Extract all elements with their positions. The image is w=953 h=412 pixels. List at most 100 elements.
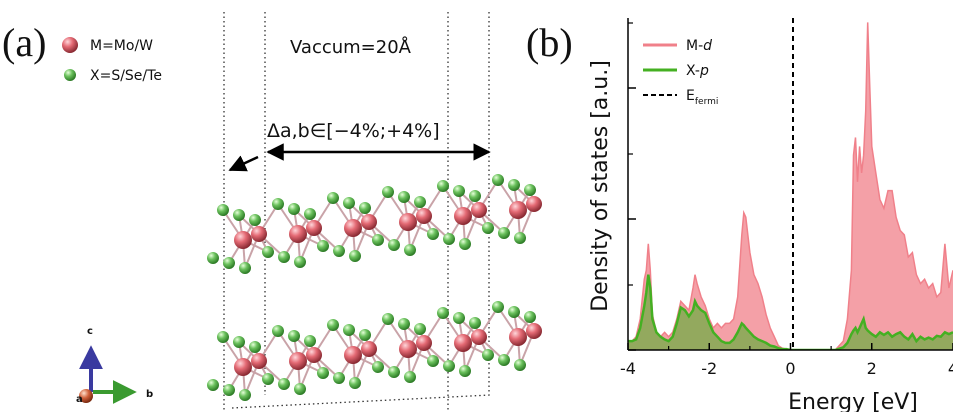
x-atom [469, 190, 481, 202]
m-atom [289, 225, 307, 243]
x-atom [398, 318, 410, 330]
m-atom-legend-icon [62, 37, 78, 53]
x-atom [327, 192, 339, 204]
x-axis-title: Energy [eV] [788, 390, 918, 412]
x-tick-label: 0 [785, 359, 795, 378]
legend-m: M=Mo/W [90, 38, 153, 54]
x-atom [437, 180, 449, 192]
x-atom [453, 312, 465, 324]
m-atom [416, 335, 432, 351]
x-atom [482, 349, 494, 361]
x-atom [262, 373, 274, 385]
m-atom [454, 334, 472, 352]
m-atom [344, 219, 362, 237]
m-atom [361, 214, 377, 230]
x-atom [262, 246, 274, 258]
x-ticks: -4 -2 0 2 4 [620, 343, 953, 378]
m-atom [251, 226, 267, 242]
x-atom [398, 191, 410, 203]
x-atom [514, 359, 526, 371]
panel-a: (a) M=Mo/W X=S/Se/Te Vaccum=20Å Δa,b∈[−4… [2, 12, 542, 412]
vacuum-label: Vaccum=20Å [290, 36, 412, 58]
panel-a-label: (a) [2, 20, 46, 65]
m-atom [344, 346, 362, 364]
x-atom [249, 214, 261, 226]
x-atom [223, 384, 235, 396]
x-atom [388, 366, 400, 378]
y-ticks [628, 22, 636, 351]
x-atom [333, 372, 345, 384]
m-atom [416, 208, 432, 224]
x-atom [217, 331, 229, 343]
x-atom [492, 174, 504, 186]
x-atom [278, 251, 290, 263]
top-layer [207, 174, 542, 274]
x-atom [498, 227, 510, 239]
bottom-layer [207, 301, 542, 401]
x-atom [294, 383, 306, 395]
b-axis-label: b [146, 389, 153, 400]
m-atom [471, 202, 487, 218]
series-x-p-line [628, 274, 953, 350]
x-atom [372, 361, 384, 373]
m-atom [399, 340, 417, 358]
x-atom [343, 324, 355, 336]
legend-x: X=S/Se/Te [90, 68, 162, 84]
x-atom [404, 371, 416, 383]
x-atom [207, 379, 219, 391]
x-atom [459, 238, 471, 250]
series-m-d-fill [628, 22, 953, 350]
axis-triad: c a b [76, 326, 153, 405]
c-axis-label: c [87, 326, 93, 337]
x-atom [514, 232, 526, 244]
x-atom [233, 209, 245, 221]
m-atom [361, 341, 377, 357]
m-atom [399, 213, 417, 231]
m-atom [251, 353, 267, 369]
x-atom [482, 222, 494, 234]
plot-area [628, 22, 953, 350]
m-atom [454, 207, 472, 225]
x-atom [272, 325, 284, 337]
x-tick-label: 4 [948, 359, 953, 378]
x-tick-label: -2 [701, 359, 717, 378]
m-atom [526, 323, 542, 339]
x-atom [459, 365, 471, 377]
panel-b-label: (b) [526, 20, 573, 65]
x-atom-legend-icon [64, 69, 76, 81]
m-atom [509, 201, 527, 219]
x-atom [508, 306, 520, 318]
x-atom [278, 378, 290, 390]
x-atom [233, 336, 245, 348]
x-atom [217, 204, 229, 216]
x-atom [249, 341, 261, 353]
x-tick-label: 2 [867, 359, 877, 378]
x-atom [404, 244, 416, 256]
legend-xp-label: X-p [686, 63, 709, 79]
m-atom [306, 347, 322, 363]
x-atom [333, 245, 345, 257]
x-atom [382, 186, 394, 198]
x-atom [453, 185, 465, 197]
m-atom [509, 328, 527, 346]
x-atom [359, 202, 371, 214]
m-atom [526, 196, 542, 212]
x-atom [239, 389, 251, 401]
dos-legend: M-d X-p Efermi [643, 38, 718, 107]
x-atom [304, 335, 316, 347]
x-atom [327, 319, 339, 331]
x-atom [317, 367, 329, 379]
x-atom [427, 355, 439, 367]
legend-md-label: M-d [686, 38, 712, 54]
x-atom [288, 203, 300, 215]
x-atom [382, 313, 394, 325]
cell-boundaries [223, 12, 491, 412]
strain-label: Δa,b∈[−4%;+4%] [267, 120, 440, 142]
x-atom [317, 240, 329, 252]
a-axis-label: a [76, 394, 83, 405]
m-atom [306, 220, 322, 236]
x-tick-label: -4 [620, 359, 636, 378]
x-atom [304, 208, 316, 220]
m-atom [234, 231, 252, 249]
x-atom [288, 330, 300, 342]
